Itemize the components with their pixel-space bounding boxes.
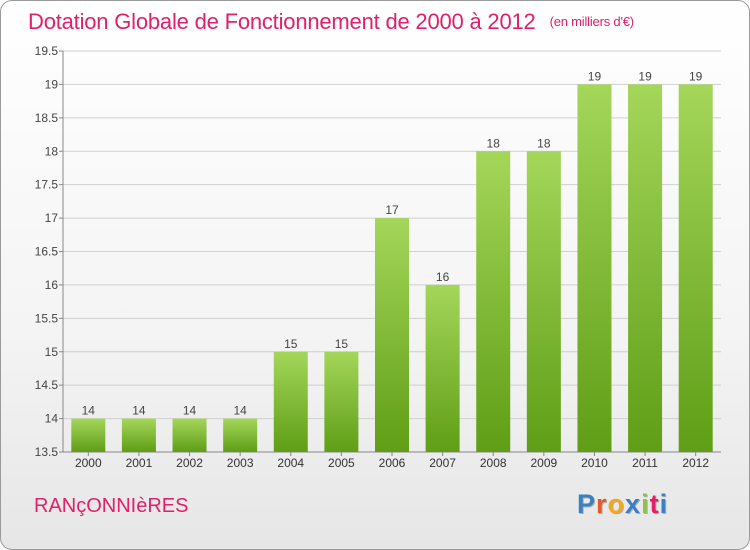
bar-value-label: 19 — [588, 69, 602, 83]
x-tick-label: 2007 — [429, 456, 456, 470]
logo-letter: t — [649, 489, 660, 519]
bar — [71, 418, 106, 452]
x-tick-label: 2003 — [227, 456, 254, 470]
y-tick-label: 18.5 — [35, 111, 59, 125]
labels: 13.5 14 14.5 15 15.5 16 16.5 17 17.5 18 18.5 19 19.5… — [35, 44, 710, 470]
commune-name: RANçONNIèRES — [34, 495, 189, 517]
proxiti-logo[interactable]: Proxiti — [577, 489, 668, 520]
bar — [476, 151, 511, 452]
y-tick-label: 19 — [45, 77, 59, 91]
x-tick-label: 2011 — [632, 456, 658, 470]
bar — [526, 151, 561, 452]
x-tick-label: 2004 — [277, 456, 304, 470]
y-tick-label: 15.5 — [35, 311, 59, 325]
chart-unit: (en milliers d'€) — [549, 14, 635, 29]
x-tick-label: 2006 — [379, 456, 406, 470]
bar — [628, 84, 663, 453]
bar — [375, 218, 409, 452]
y-tick-label: 15 — [45, 345, 59, 359]
y-tick-label: 13.5 — [35, 445, 59, 459]
bar — [223, 418, 258, 452]
bar — [425, 284, 460, 452]
logo-letter: o — [607, 489, 626, 519]
x-tick-label: 2002 — [176, 456, 203, 470]
bar — [324, 351, 359, 452]
y-tick-label: 17.5 — [35, 178, 59, 192]
bar-value-label: 14 — [183, 404, 197, 418]
logo-letter: r — [596, 489, 608, 519]
y-tick-label: 18 — [45, 144, 59, 158]
bar-value-label: 17 — [385, 203, 399, 217]
y-tick-label: 19.5 — [35, 44, 59, 58]
y-tick-label: 16 — [45, 278, 59, 292]
bar-value-label: 19 — [638, 69, 652, 83]
bar-value-label: 18 — [537, 136, 551, 150]
bar-value-label: 15 — [284, 337, 298, 351]
bar-value-label: 14 — [233, 404, 247, 418]
bar-value-label: 15 — [335, 337, 349, 351]
logo-letter: P — [577, 489, 597, 519]
y-tick-label: 16.5 — [35, 245, 59, 259]
x-tick-label: 2001 — [126, 456, 153, 470]
bar — [678, 84, 713, 453]
bars — [71, 84, 713, 453]
x-tick-label: 2010 — [581, 456, 608, 470]
logo-letter: x — [625, 489, 642, 519]
x-tick-label: 2000 — [75, 456, 102, 470]
bar — [121, 418, 156, 452]
x-tick-label: 2005 — [328, 456, 355, 470]
y-tick-label: 14 — [45, 412, 59, 426]
bar-value-label: 16 — [436, 270, 450, 284]
bar — [577, 84, 612, 453]
bar — [273, 351, 308, 452]
bar-value-label: 18 — [487, 136, 501, 150]
chart-title: Dotation Globale de Fonctionnement de 20… — [28, 9, 634, 35]
bar-value-label: 19 — [689, 69, 703, 83]
x-tick-label: 2012 — [682, 456, 709, 470]
x-tick-label: 2008 — [480, 456, 507, 470]
logo-letter: i — [641, 489, 650, 519]
x-tick-label: 2009 — [530, 456, 557, 470]
bar — [172, 418, 207, 452]
chart-title-text: Dotation Globale de Fonctionnement de 20… — [28, 9, 536, 34]
bar-value-label: 14 — [132, 404, 146, 418]
logo-letter: i — [659, 489, 669, 519]
bar-value-label: 14 — [82, 404, 96, 418]
y-tick-label: 14.5 — [35, 378, 59, 392]
y-tick-label: 17 — [45, 211, 59, 225]
